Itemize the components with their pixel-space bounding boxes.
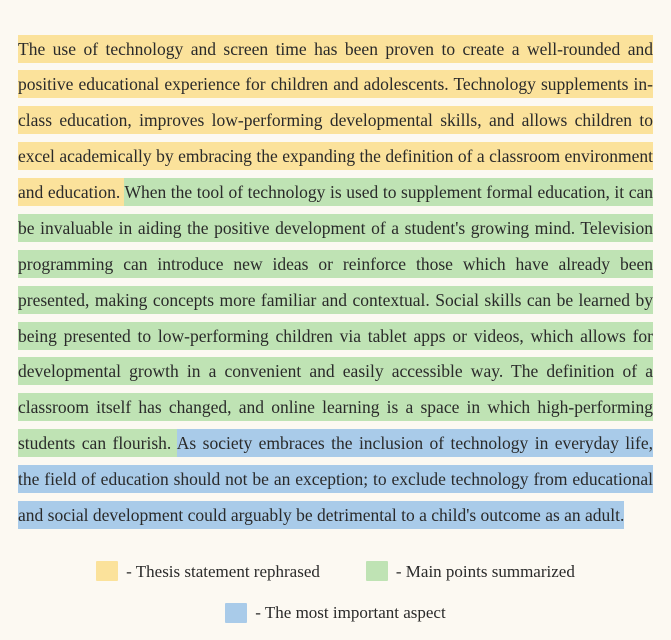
legend-label-thesis: - Thesis statement rephrased: [126, 558, 320, 585]
swatch-thesis: [96, 561, 118, 581]
annotated-paragraph: The use of technology and screen time ha…: [18, 32, 653, 534]
legend-item-thesis: - Thesis statement rephrased: [96, 558, 320, 585]
legend: - Thesis statement rephrased - Main poin…: [18, 558, 653, 626]
legend-label-main-points: - Main points summarized: [396, 558, 575, 585]
swatch-main-points: [366, 561, 388, 581]
legend-item-main-points: - Main points summarized: [366, 558, 575, 585]
legend-item-important: - The most important aspect: [225, 599, 445, 626]
swatch-important: [225, 603, 247, 623]
legend-label-important: - The most important aspect: [255, 599, 445, 626]
segment-main-points: When the tool of technology is used to s…: [18, 178, 653, 457]
